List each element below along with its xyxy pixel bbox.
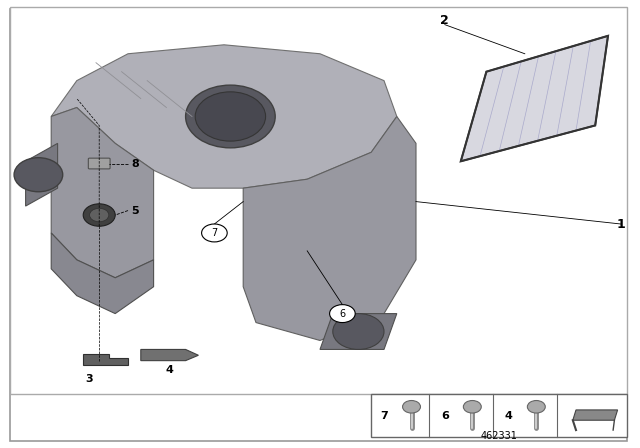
Circle shape [195, 92, 266, 141]
Text: 6: 6 [441, 411, 449, 421]
Polygon shape [461, 36, 608, 161]
Circle shape [202, 224, 227, 242]
Text: 2: 2 [440, 13, 449, 27]
Text: 8: 8 [131, 159, 139, 168]
Circle shape [403, 401, 420, 413]
Circle shape [14, 158, 63, 192]
Text: 4: 4 [166, 365, 173, 375]
Circle shape [330, 305, 355, 323]
Circle shape [83, 204, 115, 226]
Circle shape [463, 401, 481, 413]
Text: 1: 1 [616, 217, 625, 231]
Polygon shape [320, 314, 397, 349]
Text: 6: 6 [339, 309, 346, 319]
Bar [10, 7, 627, 394]
Circle shape [527, 401, 545, 413]
Text: 7: 7 [380, 411, 388, 421]
Polygon shape [51, 45, 397, 188]
Text: 5: 5 [131, 206, 139, 215]
FancyBboxPatch shape [88, 158, 110, 169]
Bar [371, 394, 627, 437]
Polygon shape [243, 116, 416, 340]
Polygon shape [51, 108, 154, 278]
Polygon shape [26, 143, 58, 206]
Text: 3: 3 [86, 374, 93, 383]
Circle shape [333, 314, 384, 349]
Text: 4: 4 [505, 411, 513, 421]
Text: 7: 7 [211, 228, 218, 238]
Polygon shape [573, 410, 618, 420]
Polygon shape [141, 349, 198, 361]
Circle shape [90, 208, 109, 222]
Polygon shape [83, 354, 128, 365]
Text: 462331: 462331 [481, 431, 518, 441]
Polygon shape [51, 233, 154, 314]
Circle shape [186, 85, 275, 148]
